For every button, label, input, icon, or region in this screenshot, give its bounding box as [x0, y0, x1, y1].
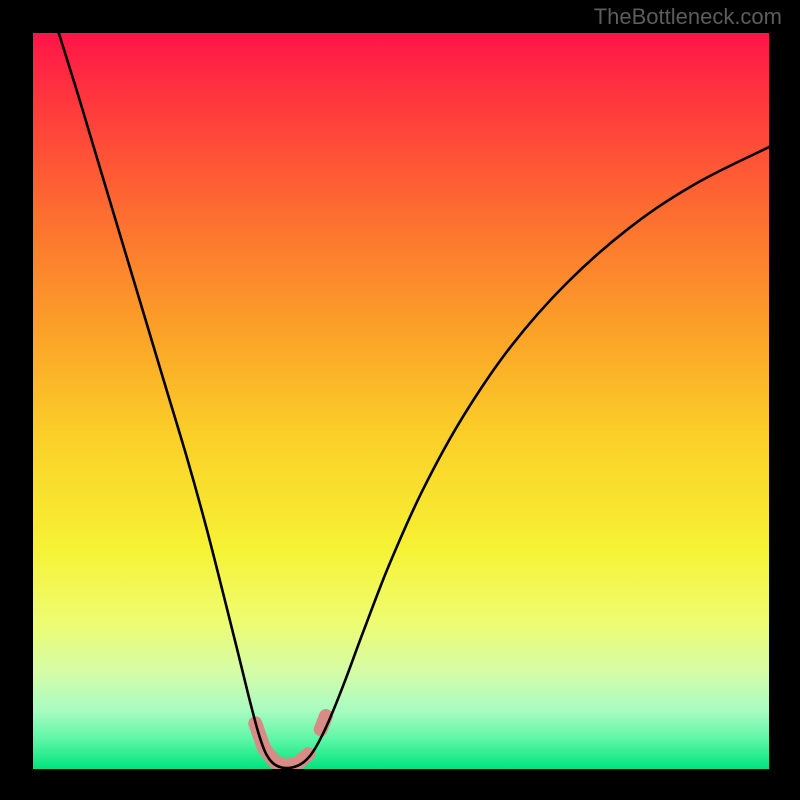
plot-area: [33, 33, 769, 769]
watermark-text: TheBottleneck.com: [594, 4, 782, 30]
chart-container: { "watermark": { "text": "TheBottleneck.…: [0, 0, 800, 800]
chart-svg: [33, 33, 769, 769]
